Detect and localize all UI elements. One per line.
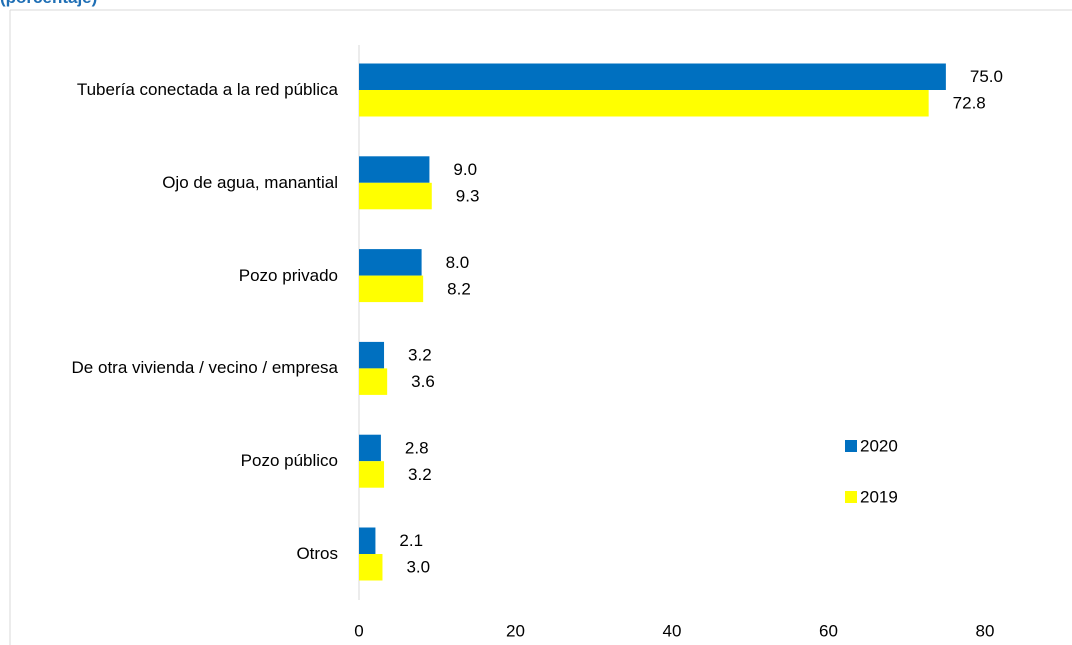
- value-label: 8.2: [447, 279, 471, 298]
- bar: [359, 63, 946, 90]
- y-tick-label: Otros: [18, 543, 338, 565]
- category-text: Tubería conectada a la red pública: [76, 80, 338, 99]
- x-tick-label: 40: [663, 621, 682, 640]
- bar: [359, 368, 388, 395]
- y-tick-label: Pozo privado: [18, 265, 338, 287]
- bar: [359, 90, 929, 117]
- value-label: 3.2: [408, 465, 432, 484]
- y-tick-label: Tubería conectada a la red pública: [18, 79, 338, 101]
- y-tick-label: Ojo de agua, manantial: [18, 172, 338, 194]
- bar: [359, 461, 385, 488]
- category-text: Otros: [296, 544, 338, 563]
- subtitle: (porcentaje): [0, 0, 97, 8]
- y-tick-label: De otra vivienda / vecino / empresa: [18, 357, 338, 379]
- bar: [359, 434, 381, 462]
- value-label: 9.3: [456, 187, 480, 206]
- legend-swatch: [845, 440, 857, 452]
- y-tick-label: Pozo público: [18, 450, 338, 472]
- bar: [359, 156, 430, 183]
- value-label: 2.8: [405, 438, 429, 457]
- legend-label: 2020: [860, 436, 898, 455]
- value-label: 2.1: [399, 531, 423, 550]
- value-label: 3.0: [406, 558, 430, 577]
- legend-label: 2019: [860, 487, 898, 506]
- value-label: 72.8: [953, 94, 986, 113]
- x-tick-label: 0: [354, 621, 363, 640]
- value-label: 75.0: [970, 67, 1003, 86]
- legend-swatch: [845, 491, 857, 503]
- category-text: De otra vivienda / vecino / empresa: [71, 358, 338, 378]
- category-text: Pozo público: [240, 451, 338, 471]
- value-label: 9.0: [453, 160, 477, 179]
- bar: [359, 527, 376, 554]
- bar: [359, 182, 432, 210]
- x-tick-label: 20: [506, 621, 525, 640]
- category-text: Pozo privado: [238, 265, 338, 285]
- bar: [359, 249, 422, 276]
- x-tick-label: 60: [819, 621, 838, 640]
- bar: [359, 554, 383, 581]
- bar: [359, 341, 385, 369]
- bar: [359, 275, 424, 303]
- value-label: 3.6: [411, 372, 435, 391]
- value-label: 3.2: [408, 346, 432, 365]
- x-tick-label: 80: [976, 621, 995, 640]
- value-label: 8.0: [446, 253, 470, 272]
- category-text: Ojo de agua, manantial: [162, 172, 338, 192]
